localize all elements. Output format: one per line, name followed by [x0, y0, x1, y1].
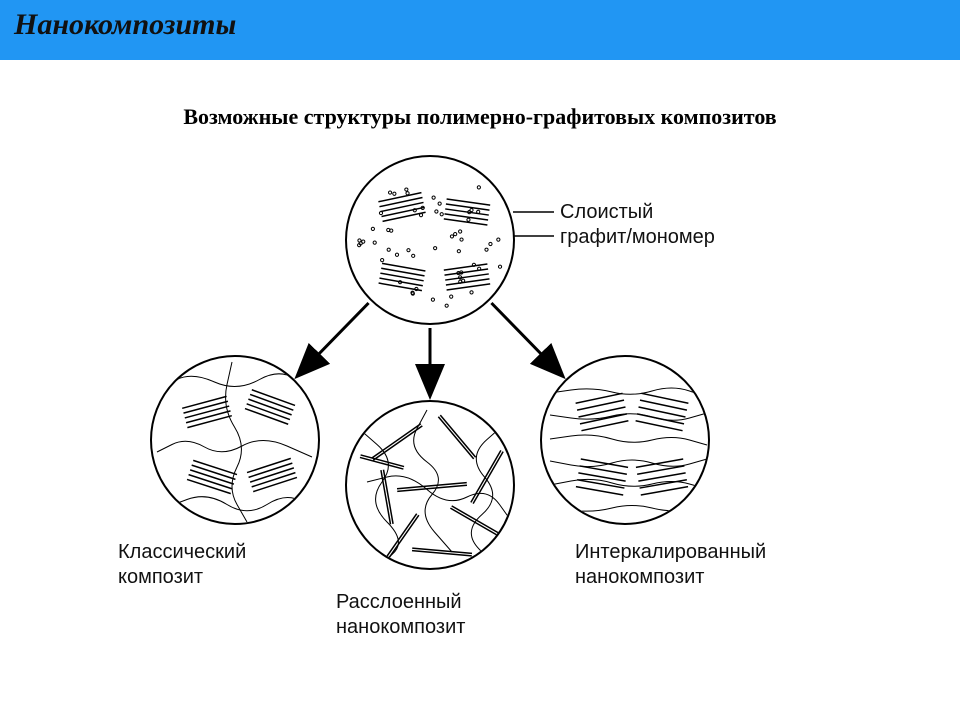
node-top: [345, 155, 515, 325]
node-left: [150, 355, 320, 525]
diagram-stage: Слоистыйграфит/мономер Классическийкомпоз…: [0, 140, 960, 700]
label-middle: Расслоенныйнанокомпозит: [336, 590, 465, 640]
label-left: Классическийкомпозит: [118, 540, 246, 590]
subtitle: Возможные структуры полимерно-графитовых…: [0, 104, 960, 130]
label-top: Слоистыйграфит/мономер: [560, 200, 715, 250]
page-title: Нанокомпозиты: [14, 8, 236, 42]
header-bar: Нанокомпозиты: [0, 0, 960, 60]
label-right: Интеркалированныйнанокомпозит: [575, 540, 766, 590]
node-middle: [345, 400, 515, 570]
node-right: [540, 355, 710, 525]
